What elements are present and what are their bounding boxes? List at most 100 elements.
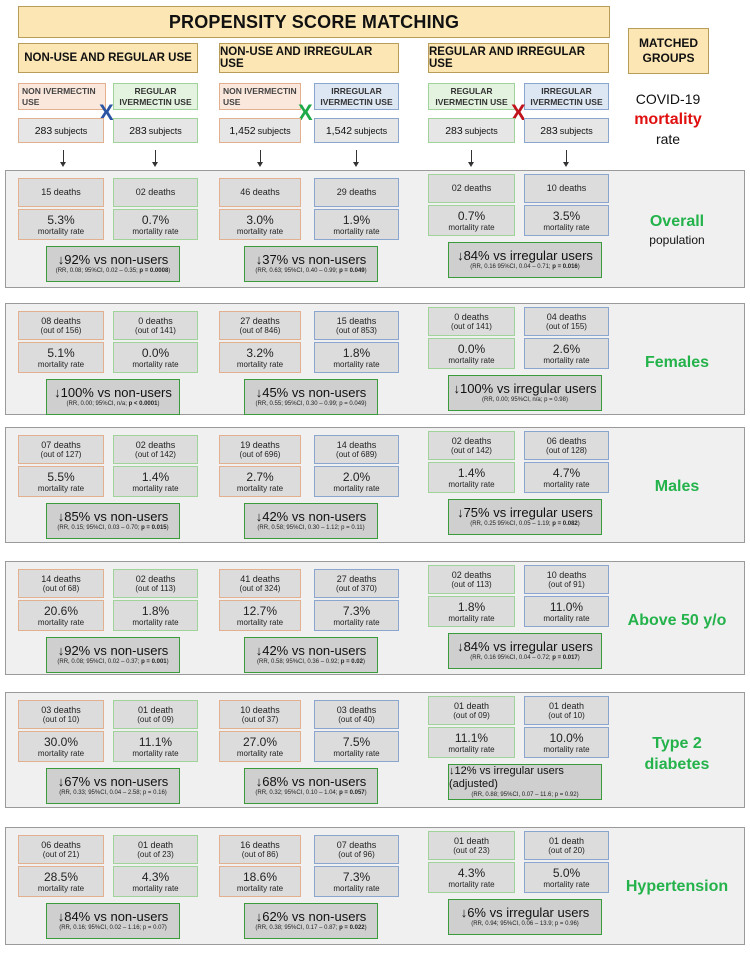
comparison-box: ↓62% vs non-users (RR, 0.38; 95%CI, 0.17 … [244, 903, 378, 939]
deaths-out-of: (out of 96) [338, 850, 375, 860]
mortality-rate-value: 1.4% [457, 465, 486, 480]
deaths-out-of: (out of 853) [336, 326, 377, 336]
deaths-out-of: (out of 20) [548, 846, 585, 856]
mortality-rate-value: 7.3% [342, 869, 371, 884]
deaths-out-of: (out of 370) [336, 584, 377, 594]
mortality-rate-value: 11.1% [138, 734, 173, 749]
covid-line1: COVID-19 [635, 91, 701, 107]
down-arrow-icon [353, 150, 359, 167]
comparison-text: ↓42% vs non-users [255, 509, 367, 525]
mortality-rate-value: 28.5% [43, 869, 79, 884]
comparison-text: ↓92% vs non-users [57, 252, 169, 268]
comparison-stats: (RR, 0.25 95%CI, 0.05 – 1.19; p = 0.082) [470, 521, 580, 528]
deaths-count: 19 deaths [240, 439, 280, 450]
stat-ci: (RR, 0.08; 95%CI, 0.02 – 0.37; [57, 659, 142, 666]
mortality-rate-label: mortality rate [448, 744, 495, 754]
deaths-count: 29 deaths [336, 187, 377, 198]
comparison-box: ↓92% vs non-users (RR, 0.08; 95%CI, 0.02 … [46, 637, 180, 673]
comparison-text: ↓45% vs non-users [255, 385, 367, 401]
stat-p-value: p < 0.0001 [128, 401, 158, 408]
subgroup-label: Above 50 y/o [617, 611, 737, 632]
deaths-box: 27 deaths (out of 370) [314, 569, 399, 598]
deaths-count: 41 deaths [240, 573, 280, 584]
stat-ci: (RR, 0.33; 95%CI, 0.04 – 2.58; [59, 790, 143, 797]
stat-ci: (RR, 0.00; 95%CI, n/a; [482, 397, 545, 404]
mortality-rate-label: mortality rate [37, 883, 85, 893]
deaths-box: 10 deaths (out of 91) [524, 565, 609, 594]
deaths-box: 27 deaths (out of 846) [219, 311, 301, 340]
stat-ci: (RR, 0.63; 95%CI, 0.40 – 0.99; [255, 268, 340, 275]
deaths-box: 02 deaths [113, 178, 198, 207]
covid-line2: mortality [634, 110, 702, 128]
mortality-rate-box: 7.3% mortality rate [314, 866, 399, 897]
comparison-text: ↓67% vs non-users [57, 774, 169, 790]
deaths-out-of: (out of 91) [548, 580, 585, 590]
deaths-box: 15 deaths (out of 853) [314, 311, 399, 340]
mortality-rate-box: 2.0% mortality rate [314, 466, 399, 497]
deaths-box: 01 death (out of 10) [524, 696, 609, 725]
comparison-text: ↓42% vs non-users [255, 643, 367, 659]
subgroup-subtitle: diabetes [644, 755, 710, 773]
mortality-rate-box: 5.0% mortality rate [524, 862, 609, 893]
deaths-out-of: (out of 142) [451, 446, 492, 456]
subgroup-subtitle: population [649, 232, 705, 247]
mortality-rate-label: mortality rate [448, 355, 495, 365]
deaths-box: 04 deaths (out of 155) [524, 307, 609, 336]
mortality-rate-value: 0.0% [141, 345, 170, 360]
stat-p-value: p = 0.049 [339, 268, 365, 275]
deaths-out-of: (out of 21) [42, 850, 80, 860]
deaths-out-of: (out of 10) [548, 711, 585, 721]
comparison-text: ↓75% vs irregular users [457, 505, 593, 521]
mortality-rate-value: 0.7% [457, 208, 486, 223]
mortality-rate-label: mortality rate [448, 613, 495, 623]
mortality-rate-box: 18.6% mortality rate [219, 866, 301, 897]
comparison-box: ↓92% vs non-users (RR, 0.08; 95%CI, 0.02 … [46, 246, 180, 282]
comparison-stats: (RR, 0.16 95%CI, 0.04 – 0.72; p = 0.017) [470, 655, 580, 662]
mortality-rate-box: 3.2% mortality rate [219, 342, 301, 373]
comparison-stats: (RR, 0.33; 95%CI, 0.04 – 2.58; p = 0.16) [59, 790, 167, 797]
comparison-text: ↓68% vs non-users [255, 774, 367, 790]
mortality-rate-label: mortality rate [236, 359, 284, 369]
mortality-rate-box: 1.4% mortality rate [113, 466, 198, 497]
deaths-out-of: (out of 09) [137, 715, 174, 725]
deaths-count: 46 deaths [240, 187, 280, 198]
mortality-rate-box: 11.0% mortality rate [524, 596, 609, 627]
deaths-box: 14 deaths (out of 68) [18, 569, 104, 598]
deaths-count: 02 deaths [451, 183, 492, 194]
comparison-box: ↓68% vs non-users (RR, 0.32; 95%CI, 0.10 … [244, 768, 378, 804]
deaths-count: 16 deaths [240, 839, 280, 850]
comparison-stats: (RR, 0.38; 95%CI, 0.17 – 0.87; p = 0.022… [255, 925, 367, 932]
group-header-regular-irregular: REGULAR AND IRREGULAR USE [428, 43, 609, 73]
subgroup-label: Males [617, 477, 737, 498]
subjects-box: 1,542 subjects [314, 118, 399, 143]
mortality-rate-value: 1.9% [342, 212, 371, 227]
deaths-count: 14 deaths [336, 439, 377, 450]
subgroup-title: Overall [649, 213, 705, 230]
covid-mortality-legend: COVID-19 mortality rate [618, 90, 718, 149]
deaths-out-of: (out of 23) [453, 846, 490, 856]
comparison-stats: (RR, 0.08; 95%CI, 0.02 – 0.37; p = 0.001… [57, 659, 169, 666]
deaths-box: 06 deaths (out of 128) [524, 431, 609, 460]
comparison-box: ↓100% vs irregular users (RR, 0.00; 95%CI… [448, 375, 602, 411]
stat-p-value: p = 0.082 [552, 521, 578, 528]
deaths-count: 10 deaths [546, 569, 587, 580]
mortality-rate-value: 1.8% [342, 345, 371, 360]
deaths-count: 03 deaths [41, 704, 81, 715]
mortality-rate-box: 7.3% mortality rate [314, 600, 399, 631]
subgroup-title: Type 2 [652, 735, 702, 752]
comparison-text: ↓84% vs irregular users [457, 639, 593, 655]
deaths-count: 10 deaths [546, 183, 587, 194]
deaths-box: 07 deaths (out of 96) [314, 835, 399, 864]
mortality-rate-box: 10.0% mortality rate [524, 727, 609, 758]
mortality-rate-label: mortality rate [236, 483, 284, 493]
stat-p-value: p = 0.92 [554, 792, 577, 798]
deaths-box: 01 death (out of 23) [113, 835, 198, 864]
comparison-box: ↓6% vs irregular users (RR, 0.94; 95%CI, … [448, 899, 602, 935]
mortality-rate-value: 27.0% [242, 734, 278, 749]
stat-ci: (RR, 0.16 95%CI, 0.04 – 0.71; [470, 264, 553, 271]
mortality-rate-label: mortality rate [236, 748, 284, 758]
mortality-rate-value: 1.8% [141, 603, 170, 618]
comparison-box: ↓100% vs non-users (RR, 0.00; 95%CI, n/a;… [46, 379, 180, 415]
deaths-count: 04 deaths [546, 311, 587, 322]
stat-p-value: p = 0.0008 [139, 268, 169, 275]
